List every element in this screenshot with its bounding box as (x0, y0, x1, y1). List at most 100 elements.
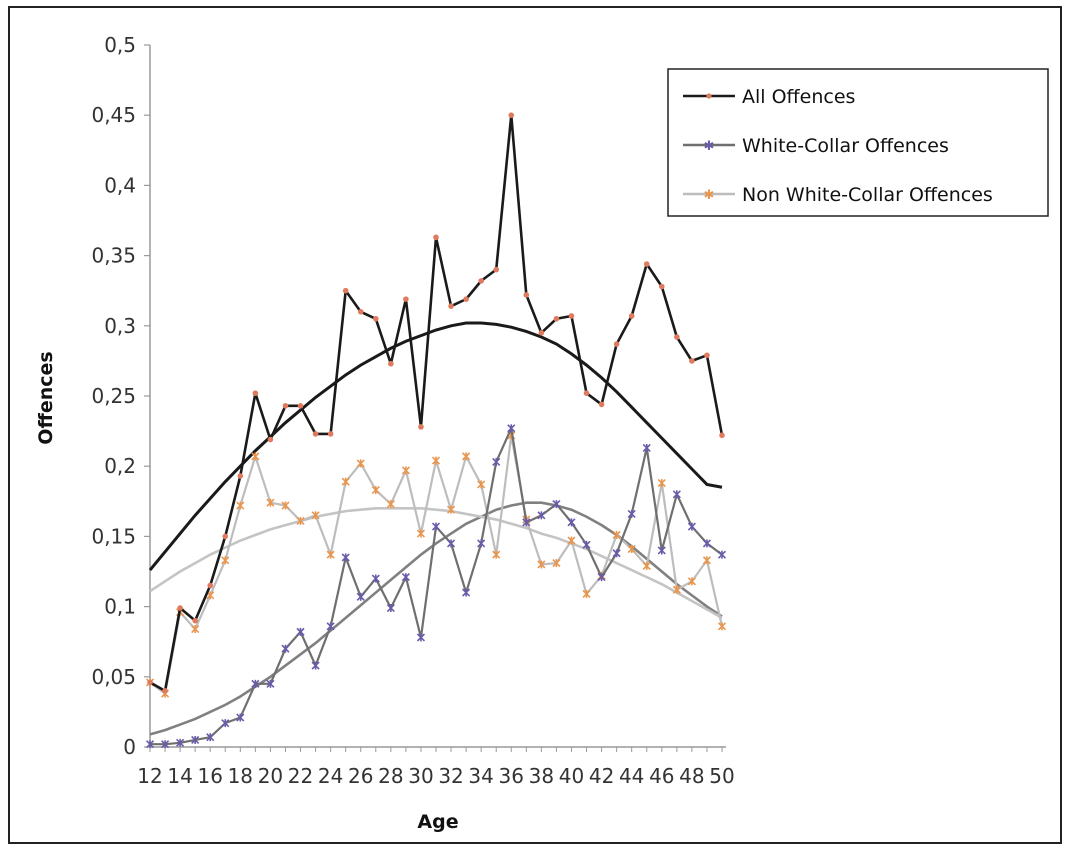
data-point (342, 287, 349, 294)
x-tick-label: 42 (589, 764, 614, 788)
data-point (642, 443, 651, 453)
data-point (568, 313, 575, 319)
data-point (567, 536, 576, 545)
data-point (582, 540, 591, 549)
x-tick-label: 36 (499, 764, 524, 788)
data-point (222, 533, 229, 540)
data-point (237, 473, 244, 479)
data-point (689, 358, 695, 364)
data-point (463, 296, 469, 302)
data-point (672, 490, 681, 499)
y-tick-label: 0,45 (91, 103, 136, 127)
x-tick-label: 24 (318, 764, 343, 788)
trend-line-1 (149, 501, 723, 736)
data-point (403, 296, 409, 302)
legend-marker-non-white: ✱ (704, 188, 715, 203)
data-point (431, 456, 441, 465)
data-point (674, 334, 680, 340)
data-point (477, 480, 486, 489)
data-point (326, 622, 335, 631)
data-point (702, 539, 712, 548)
x-tick-label: 18 (228, 764, 253, 788)
data-point (388, 360, 394, 367)
data-point (492, 457, 501, 467)
trend-lines (148, 321, 723, 736)
data-point (252, 390, 259, 396)
data-point (719, 432, 725, 439)
x-tick-label: 22 (288, 764, 313, 788)
data-point (296, 627, 305, 636)
data-point (251, 452, 260, 461)
x-tick-label: 30 (408, 764, 433, 788)
data-point (357, 308, 364, 315)
data-point (251, 679, 260, 688)
data-point (612, 530, 621, 540)
trend-line-0 (148, 321, 723, 572)
data-point (657, 546, 666, 555)
x-axis-title: Age (417, 811, 458, 833)
data-point (191, 735, 200, 745)
legend-box (667, 68, 1049, 217)
data-point (401, 466, 410, 475)
x-tick-label: 12 (137, 764, 162, 788)
y-tick-label: 0,05 (91, 665, 136, 689)
legend-marker-white: ✱ (704, 139, 715, 154)
y-tick-label: 0,3 (104, 314, 136, 338)
data-point (176, 738, 185, 747)
data-point (267, 436, 274, 443)
x-tick-label: 32 (438, 764, 463, 788)
data-point (282, 403, 289, 409)
series-line-2 (149, 434, 724, 695)
data-point (717, 550, 727, 559)
data-point (433, 234, 439, 241)
data-point (478, 278, 484, 284)
data-point (446, 539, 456, 548)
data-point (296, 516, 305, 526)
y-tick-label: 0,4 (104, 173, 136, 197)
trend-line-2 (149, 507, 723, 619)
data-point (567, 518, 576, 527)
data-point (704, 352, 710, 359)
data-point (371, 574, 380, 583)
data-point (431, 522, 441, 531)
data-point (522, 518, 531, 527)
data-point (702, 556, 712, 565)
data-point (628, 313, 635, 319)
x-tick-label: 40 (559, 764, 584, 788)
data-point (627, 544, 636, 554)
data-point (341, 477, 350, 486)
x-tick-label: 26 (348, 764, 373, 788)
data-point (448, 303, 454, 309)
data-point (598, 401, 605, 408)
legend-item-white-collar: ✱ White-Collar Offences (683, 135, 949, 157)
data-point (597, 573, 606, 582)
data-point (177, 605, 183, 611)
data-point (327, 431, 334, 437)
data-point (312, 431, 319, 437)
data-point (356, 459, 365, 468)
data-point (416, 633, 426, 642)
legend-label-non-white: Non White-Collar Offences (742, 184, 993, 206)
x-tick-label: 20 (258, 764, 283, 788)
data-point (658, 283, 665, 290)
x-tick-label: 44 (619, 764, 644, 788)
y-tick-label: 0,35 (91, 244, 136, 268)
series-lines (145, 112, 727, 749)
data-point (147, 679, 153, 686)
data-point (386, 500, 395, 509)
data-point (613, 341, 620, 347)
data-point (582, 589, 591, 599)
data-point (236, 501, 245, 510)
data-point (191, 624, 200, 634)
data-point (221, 719, 230, 728)
data-point (717, 622, 727, 631)
data-point (281, 501, 290, 510)
data-point (401, 573, 410, 582)
x-tick-label: 28 (378, 764, 403, 788)
y-tick-label: 0,15 (91, 524, 136, 548)
data-point (236, 713, 245, 722)
x-tick-label: 14 (167, 764, 192, 788)
data-point (552, 559, 561, 568)
data-point (672, 585, 681, 594)
data-point (221, 556, 230, 565)
